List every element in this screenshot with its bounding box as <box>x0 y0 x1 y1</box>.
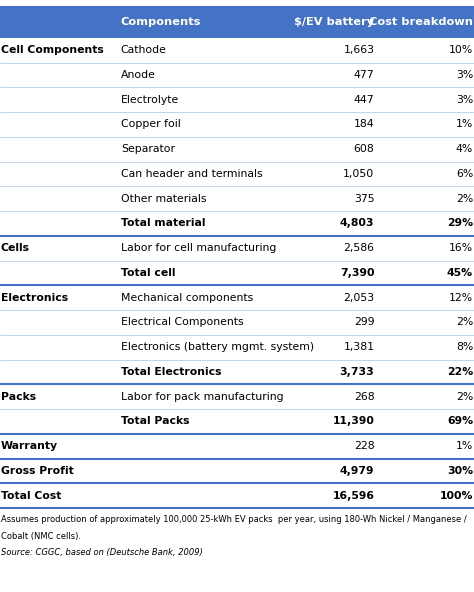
FancyBboxPatch shape <box>0 409 474 434</box>
Text: 29%: 29% <box>447 218 473 229</box>
Text: 228: 228 <box>354 441 374 451</box>
Text: Cells: Cells <box>1 243 30 253</box>
Text: Labor for pack manufacturing: Labor for pack manufacturing <box>121 392 283 402</box>
FancyBboxPatch shape <box>0 186 474 211</box>
Text: Can header and terminals: Can header and terminals <box>121 169 263 179</box>
Text: 7,390: 7,390 <box>340 268 374 278</box>
FancyBboxPatch shape <box>0 359 474 384</box>
Text: 69%: 69% <box>447 416 473 426</box>
FancyBboxPatch shape <box>0 88 474 112</box>
Text: Electrolyte: Electrolyte <box>121 95 179 105</box>
FancyBboxPatch shape <box>0 236 474 260</box>
Text: Total Packs: Total Packs <box>121 416 190 426</box>
Text: 268: 268 <box>354 392 374 402</box>
Text: Warranty: Warranty <box>1 441 58 451</box>
Text: Cell Components: Cell Components <box>1 45 104 55</box>
Text: Copper foil: Copper foil <box>121 120 181 130</box>
Text: Mechanical components: Mechanical components <box>121 292 253 303</box>
Text: 608: 608 <box>354 144 374 155</box>
FancyBboxPatch shape <box>0 63 474 88</box>
Text: 1%: 1% <box>456 120 473 130</box>
Text: Electrical Components: Electrical Components <box>121 317 244 327</box>
FancyBboxPatch shape <box>0 112 474 137</box>
Text: Cost breakdown: Cost breakdown <box>369 18 473 27</box>
Text: Components: Components <box>121 18 201 27</box>
Text: 3%: 3% <box>456 70 473 80</box>
FancyBboxPatch shape <box>0 483 474 508</box>
FancyBboxPatch shape <box>0 310 474 335</box>
Text: Total cell: Total cell <box>121 268 175 278</box>
FancyBboxPatch shape <box>0 434 474 459</box>
Text: 3%: 3% <box>456 95 473 105</box>
Text: Electronics (battery mgmt. system): Electronics (battery mgmt. system) <box>121 342 314 352</box>
Text: 1,050: 1,050 <box>343 169 374 179</box>
Text: 30%: 30% <box>447 466 473 476</box>
Text: Cathode: Cathode <box>121 45 167 55</box>
Text: 4%: 4% <box>456 144 473 155</box>
FancyBboxPatch shape <box>0 7 474 38</box>
Text: 6%: 6% <box>456 169 473 179</box>
Text: 3,733: 3,733 <box>340 367 374 377</box>
Text: 477: 477 <box>354 70 374 80</box>
Text: 1,381: 1,381 <box>344 342 374 352</box>
FancyBboxPatch shape <box>0 285 474 310</box>
Text: 1%: 1% <box>456 441 473 451</box>
Text: 16%: 16% <box>449 243 473 253</box>
Text: Gross Profit: Gross Profit <box>1 466 73 476</box>
Text: 2%: 2% <box>456 194 473 204</box>
Text: 11,390: 11,390 <box>333 416 374 426</box>
Text: 2,586: 2,586 <box>344 243 374 253</box>
Text: 2%: 2% <box>456 317 473 327</box>
Text: Electronics: Electronics <box>1 292 68 303</box>
FancyBboxPatch shape <box>0 459 474 483</box>
Text: 8%: 8% <box>456 342 473 352</box>
Text: 2%: 2% <box>456 392 473 402</box>
Text: 10%: 10% <box>449 45 473 55</box>
Text: $/EV battery: $/EV battery <box>294 18 374 27</box>
Text: 4,979: 4,979 <box>340 466 374 476</box>
FancyBboxPatch shape <box>0 162 474 186</box>
Text: Assumes production of approximately 100,000 25-kWh EV packs  per year, using 180: Assumes production of approximately 100,… <box>1 515 467 524</box>
Text: Labor for cell manufacturing: Labor for cell manufacturing <box>121 243 276 253</box>
Text: 447: 447 <box>354 95 374 105</box>
FancyBboxPatch shape <box>0 260 474 285</box>
Text: 45%: 45% <box>447 268 473 278</box>
Text: 184: 184 <box>354 120 374 130</box>
Text: Packs: Packs <box>1 392 36 402</box>
Text: Total Cost: Total Cost <box>1 491 61 501</box>
FancyBboxPatch shape <box>0 335 474 359</box>
Text: 2,053: 2,053 <box>343 292 374 303</box>
Text: Anode: Anode <box>121 70 156 80</box>
Text: 12%: 12% <box>449 292 473 303</box>
Text: Source: CGGC, based on (Deutsche Bank, 2009): Source: CGGC, based on (Deutsche Bank, 2… <box>1 548 203 557</box>
Text: 4,803: 4,803 <box>340 218 374 229</box>
Text: 299: 299 <box>354 317 374 327</box>
FancyBboxPatch shape <box>0 211 474 236</box>
FancyBboxPatch shape <box>0 137 474 162</box>
FancyBboxPatch shape <box>0 384 474 409</box>
Text: Other materials: Other materials <box>121 194 206 204</box>
Text: Total material: Total material <box>121 218 205 229</box>
FancyBboxPatch shape <box>0 38 474 63</box>
Text: Total Electronics: Total Electronics <box>121 367 221 377</box>
Text: 100%: 100% <box>439 491 473 501</box>
Text: 375: 375 <box>354 194 374 204</box>
Text: 16,596: 16,596 <box>332 491 374 501</box>
Text: Cobalt (NMC cells).: Cobalt (NMC cells). <box>1 532 81 540</box>
Text: 22%: 22% <box>447 367 473 377</box>
Text: 1,663: 1,663 <box>344 45 374 55</box>
Text: Separator: Separator <box>121 144 175 155</box>
